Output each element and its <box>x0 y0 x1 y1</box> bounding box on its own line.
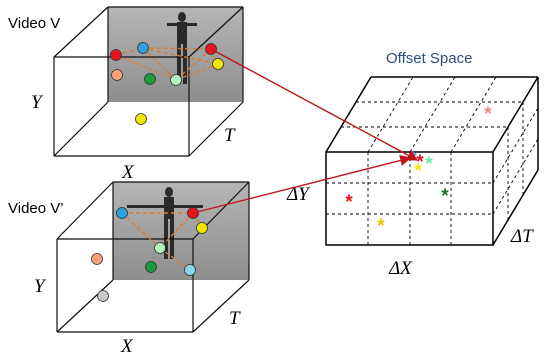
v-joint-light-green <box>170 74 182 86</box>
offset-axis-dt: ΔT <box>510 226 534 247</box>
vp-joint-light-green <box>154 242 166 254</box>
v-joint-blue <box>137 42 149 54</box>
marker-salmon: * <box>484 104 492 125</box>
vp-joint-yellow <box>196 222 208 234</box>
marker-red-left: * <box>345 192 353 213</box>
arrow-from-video-v <box>210 48 419 161</box>
offset-grid <box>326 76 539 245</box>
marker-yellow-center: * <box>414 161 422 182</box>
v-joint-green <box>144 73 156 85</box>
offset-axis-dy: ΔY <box>286 184 311 205</box>
marker-light-green: * <box>425 154 433 175</box>
marker-red-center: * <box>416 152 424 173</box>
video-v-axis-t: T <box>224 125 236 146</box>
arrow-from-video-v-prime <box>192 154 412 214</box>
marker-dark-green: * <box>441 186 449 207</box>
vp-joint-green <box>145 261 157 273</box>
v-joint-yellow-bottom <box>135 113 147 125</box>
vp-joint-blue <box>116 207 128 219</box>
video-v-prime-axis-y: Y <box>34 276 47 297</box>
offset-axis-dx: ΔX <box>388 258 413 279</box>
v-joint-yellow-right <box>212 58 224 70</box>
video-v-prime-axis-t: T <box>229 308 241 329</box>
v-joint-orange <box>111 69 123 81</box>
video-v-title: Video V <box>8 15 60 32</box>
video-v-prime-title: Video V’ <box>8 200 64 217</box>
correspondence-arrows <box>192 48 419 214</box>
vp-joint-orange <box>91 253 103 265</box>
video-v-cube: Video V Y X T <box>8 6 244 183</box>
video-v-frame <box>108 7 243 102</box>
marker-yellow-bottom: * <box>377 216 385 237</box>
v-joint-red-left <box>110 49 122 61</box>
video-v-prime-axis-x: X <box>120 336 134 357</box>
video-v-axis-y: Y <box>31 92 44 113</box>
video-v-person <box>167 12 197 84</box>
video-v-axis-x: X <box>121 162 135 183</box>
video-v-skeleton <box>115 47 219 81</box>
vp-joint-cyan <box>184 264 196 276</box>
video-v-prime-frame <box>113 182 249 280</box>
vp-joint-gray <box>97 290 109 302</box>
offset-markers: * * * * * * * * <box>345 104 492 237</box>
video-v-prime-cube: Video V’ Y X T <box>8 181 250 357</box>
offset-space-cube: * * * * * * * * Offset Space ΔY ΔX ΔT <box>286 50 539 279</box>
offset-space-title: Offset Space <box>386 50 472 67</box>
